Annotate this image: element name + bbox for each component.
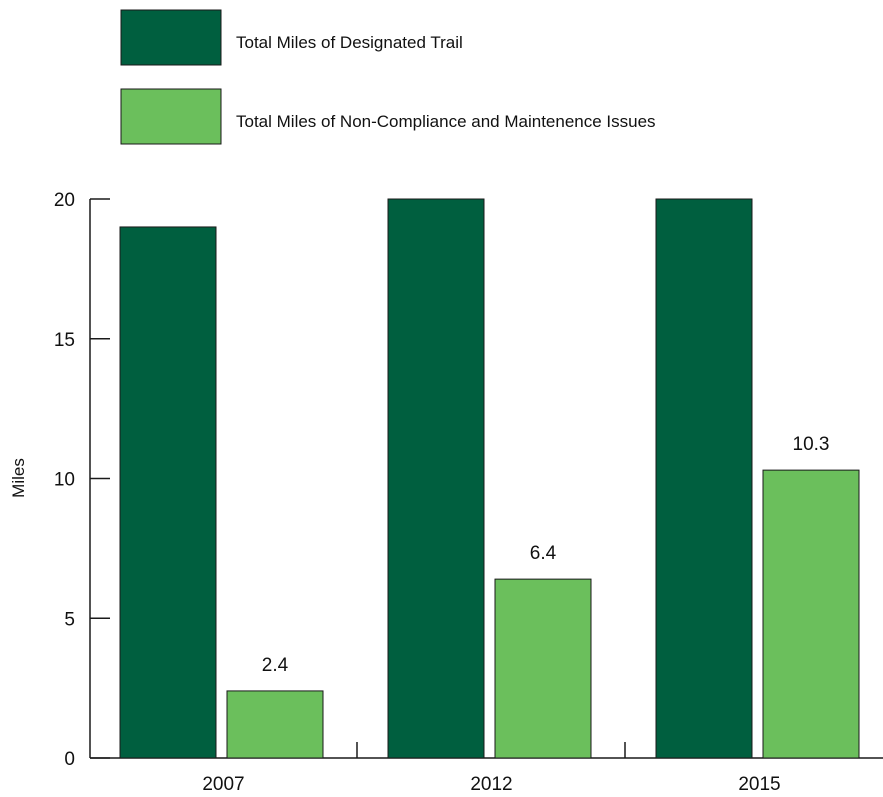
x-tick-label-2007: 2007 [202, 774, 244, 795]
x-tick-label-2012: 2012 [470, 774, 512, 795]
data-label-2015-series-2: 10.3 [793, 434, 830, 455]
y-tick-label-20: 20 [54, 190, 75, 211]
y-axis: 0 5 10 15 20 [54, 190, 110, 770]
legend-label-1: Total Miles of Designated Trail [236, 33, 463, 52]
legend-swatch-1 [121, 10, 221, 65]
bar-2012-series-2 [495, 579, 591, 758]
bar-2012-series-1 [388, 199, 484, 758]
data-label-2012-series-2: 6.4 [530, 543, 557, 564]
y-tick-label-5: 5 [64, 609, 75, 630]
bar-2007-series-1 [120, 227, 216, 758]
legend-label-2: Total Miles of Non-Compliance and Mainte… [236, 112, 656, 131]
bar-2015-series-1 [656, 199, 752, 758]
legend-swatch-2 [121, 89, 221, 144]
chart-legend: Total Miles of Designated Trail Total Mil… [121, 10, 656, 144]
bar-marks [120, 199, 859, 758]
y-tick-label-15: 15 [54, 330, 75, 351]
y-tick-label-0: 0 [64, 749, 75, 770]
bar-2007-series-2 [227, 691, 323, 758]
y-axis-title: Miles [9, 458, 28, 498]
bar-2015-series-2 [763, 470, 859, 758]
data-label-2007-series-2: 2.4 [262, 655, 289, 676]
x-tick-label-2015: 2015 [738, 774, 780, 795]
y-tick-label-10: 10 [54, 470, 75, 491]
